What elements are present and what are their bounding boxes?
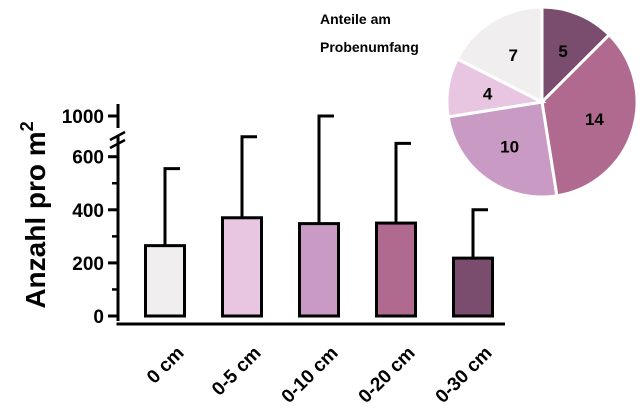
- pie-slices: 5 14 10 47: [445, 5, 639, 199]
- pie-slice-label: 7: [508, 46, 517, 65]
- x-axis: 0 cm 0-5 cm 0-10 cm 0-20 cm 0-30 cm: [116, 322, 505, 408]
- axis-break-mark: [109, 130, 126, 142]
- pie-slice-label: 10: [500, 138, 519, 157]
- y-tick-label: 1000: [62, 107, 104, 128]
- bar: [221, 216, 263, 318]
- pie-slice-label: 14: [585, 110, 604, 129]
- x-tick-label: 0-10 cm: [278, 343, 343, 408]
- x-tick-label: 0-5 cm: [208, 343, 265, 400]
- pie-slice: [455, 5, 544, 105]
- bar: [144, 244, 186, 318]
- pie-slice: [540, 32, 639, 198]
- y-tick-label: 400: [72, 201, 104, 222]
- pie-slice-label: 5: [558, 42, 567, 61]
- y-axis-title: Anzahl pro m2: [17, 121, 51, 308]
- y-tick-label: 200: [72, 254, 104, 275]
- pie-title-line-2: Probenumfang: [320, 39, 419, 55]
- y-axis: 0 200 400 600 1000: [62, 104, 126, 328]
- pie-slice: [446, 100, 559, 199]
- x-tick-label: 0-30 cm: [432, 343, 497, 408]
- pie-chart: Anteile am Probenumfang 5 14 10 47: [320, 5, 639, 199]
- y-tick-label: 600: [72, 148, 104, 169]
- bar: [452, 256, 494, 318]
- pie-slice-label: 4: [483, 84, 493, 103]
- y-tick-label: 0: [93, 307, 104, 328]
- x-tick-label: 0 cm: [143, 343, 188, 388]
- bars: [144, 114, 494, 318]
- x-tick-label: 0-20 cm: [355, 343, 420, 408]
- bar: [375, 221, 417, 318]
- pie-title-line-1: Anteile am: [320, 11, 391, 27]
- pie-slice: [540, 5, 612, 106]
- axis-break-mark: [109, 138, 126, 150]
- bar: [298, 222, 340, 318]
